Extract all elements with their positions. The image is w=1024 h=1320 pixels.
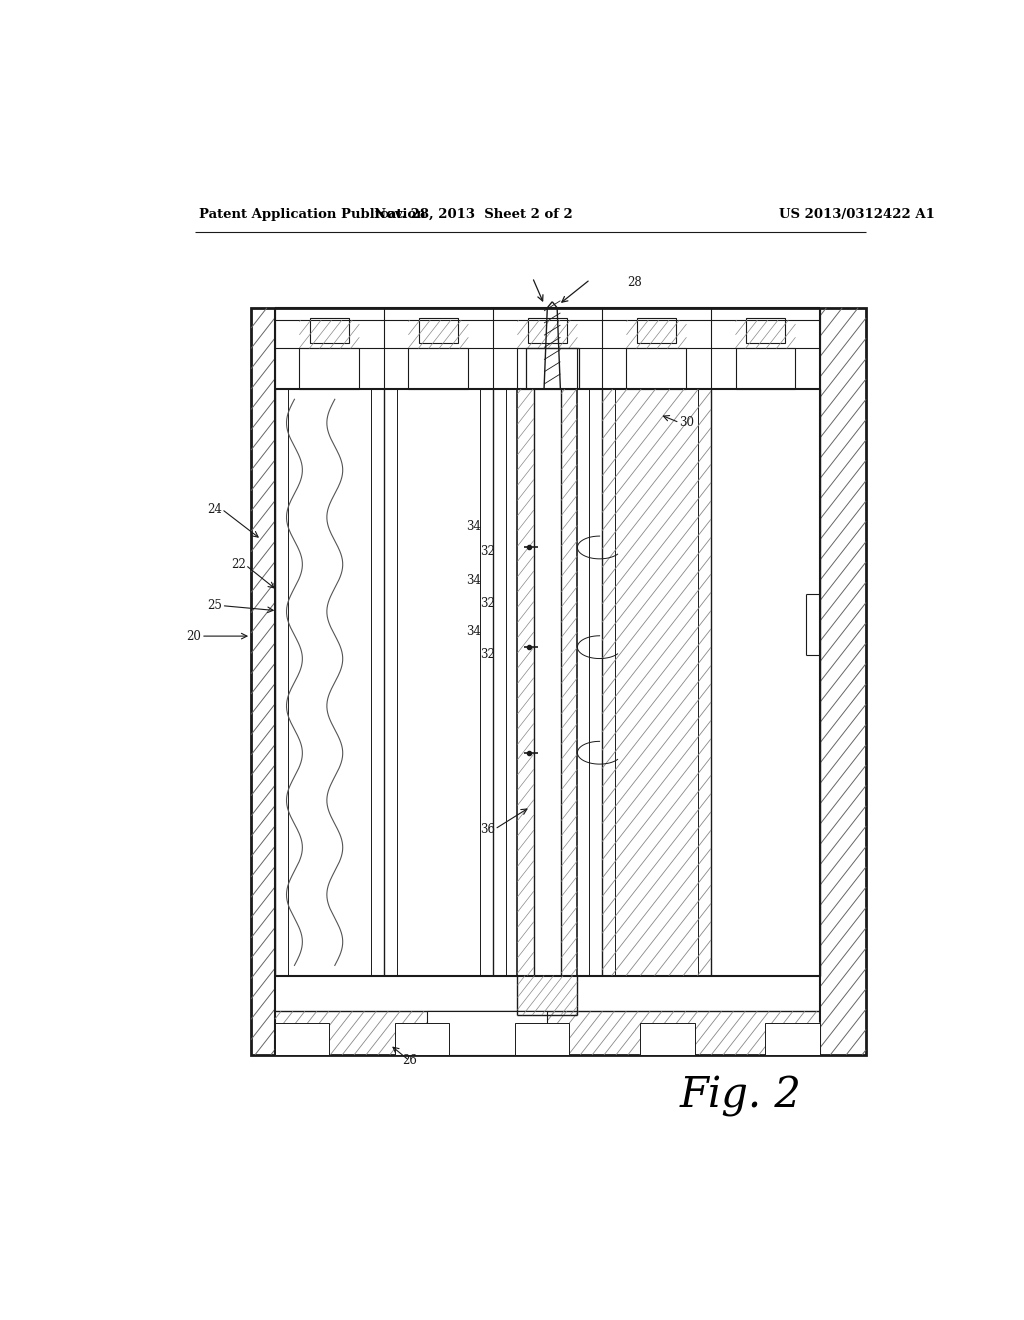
- Bar: [528, 318, 567, 343]
- Bar: [251, 308, 866, 1055]
- Text: 32: 32: [480, 648, 496, 661]
- Bar: [640, 1023, 694, 1055]
- Text: 25: 25: [207, 599, 221, 612]
- Bar: [746, 318, 785, 343]
- Text: US 2013/0312422 A1: US 2013/0312422 A1: [778, 207, 935, 220]
- Text: 28: 28: [627, 276, 642, 289]
- Bar: [274, 1023, 330, 1055]
- Text: 30: 30: [680, 416, 694, 429]
- Bar: [735, 348, 796, 389]
- Bar: [419, 318, 458, 343]
- Text: 26: 26: [402, 1055, 417, 1068]
- Text: 36: 36: [479, 822, 495, 836]
- Bar: [627, 348, 686, 389]
- Bar: [395, 1023, 450, 1055]
- Bar: [766, 1023, 820, 1055]
- Text: 34: 34: [466, 574, 481, 586]
- Text: 34: 34: [466, 520, 481, 533]
- Bar: [409, 348, 468, 389]
- Bar: [637, 318, 676, 343]
- Text: 32: 32: [480, 597, 496, 610]
- Text: 24: 24: [207, 503, 221, 516]
- Bar: [299, 348, 359, 389]
- Text: Fig. 2: Fig. 2: [680, 1074, 802, 1117]
- Text: 34: 34: [466, 624, 481, 638]
- Text: 22: 22: [230, 558, 246, 572]
- Bar: [310, 318, 349, 343]
- Text: Nov. 28, 2013  Sheet 2 of 2: Nov. 28, 2013 Sheet 2 of 2: [374, 207, 572, 220]
- Bar: [515, 1023, 569, 1055]
- Text: 20: 20: [186, 630, 201, 643]
- Text: 32: 32: [480, 545, 496, 558]
- Text: Patent Application Publication: Patent Application Publication: [200, 207, 426, 220]
- Bar: [427, 1011, 548, 1055]
- Bar: [517, 348, 578, 389]
